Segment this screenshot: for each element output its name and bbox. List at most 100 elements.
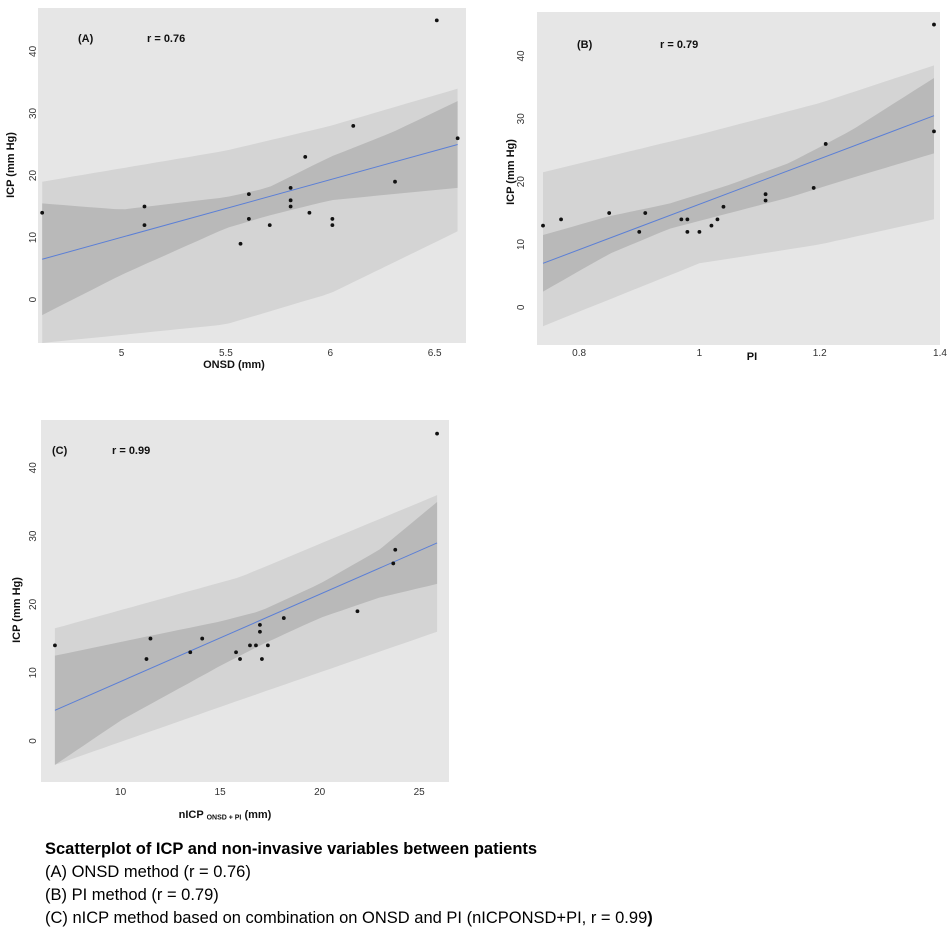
panel-b-y-axis-label: ICP (mm Hg) bbox=[505, 139, 517, 205]
panel-b-data-point bbox=[932, 22, 936, 27]
panel-c-y-axis-label: ICP (mm Hg) bbox=[11, 577, 23, 643]
panel-c-panel-label: (C) bbox=[52, 445, 68, 457]
panel-b-data-point bbox=[823, 142, 828, 146]
panel-c-x-tick-label: 20 bbox=[314, 787, 326, 798]
panel-c-data-point bbox=[260, 657, 264, 661]
panel-b-data-point bbox=[715, 217, 720, 222]
panel-b-regression-line bbox=[542, 115, 935, 264]
panel-c-data-point bbox=[53, 643, 57, 648]
panel-c-data-point bbox=[393, 547, 398, 552]
panel-c-x-tick-label: 15 bbox=[215, 787, 227, 798]
figure-caption: Scatterplot of ICP and non-invasive vari… bbox=[45, 838, 925, 930]
panel-a-y-tick-label: 40 bbox=[28, 45, 39, 57]
panel-b-y-tick-label: 10 bbox=[516, 238, 527, 250]
panel-b-plot-layer bbox=[542, 65, 935, 327]
panel-c-y-tick-label: 20 bbox=[28, 598, 39, 610]
panel-b-y-tick-label: 30 bbox=[516, 113, 527, 125]
panel-a-data-point bbox=[267, 223, 272, 228]
panel-b-data-point bbox=[709, 223, 714, 228]
panel-a-data-point bbox=[142, 223, 147, 228]
panel-b-data-point bbox=[685, 217, 690, 222]
panel-c-data-point bbox=[144, 657, 149, 661]
panel-a-data-point bbox=[288, 198, 293, 203]
panel-a-x-tick-label: 5 bbox=[119, 348, 125, 359]
panel-a-data-point bbox=[142, 204, 147, 209]
panel-a-y-tick-label: 0 bbox=[28, 296, 39, 302]
panel-a-data-point bbox=[351, 123, 356, 128]
panel-a-x-tick-label: 6.5 bbox=[428, 348, 442, 359]
panel-b-x-axis-label: PI bbox=[747, 351, 757, 363]
panel-a-data-point bbox=[246, 217, 251, 221]
panel-a-data-point bbox=[238, 241, 243, 246]
panel-a-data-point bbox=[288, 204, 293, 209]
panel-b-correlation-label: r = 0.79 bbox=[660, 39, 698, 51]
panel-a-x-axis-label: ONSD (mm) bbox=[203, 359, 265, 371]
panel-c-confidence-band bbox=[54, 502, 438, 765]
panel-c-correlation-label: r = 0.99 bbox=[112, 445, 150, 457]
panel-c-data-point bbox=[254, 643, 258, 648]
panel-c-y-tick-label: 0 bbox=[28, 738, 39, 744]
panel-b-data-point bbox=[932, 129, 936, 134]
panel-a-data-point bbox=[330, 217, 335, 221]
panel-c-x-tick-label: 10 bbox=[115, 787, 127, 798]
panel-c-data-point bbox=[258, 629, 262, 634]
panel-c-y-tick-label: 10 bbox=[28, 667, 39, 679]
scatter-chart-c: 0 10 20 30 40 10 15 20 25 ICP (mm Hg) nICP ONSD + … bbox=[11, 420, 449, 822]
panel-c-data-point bbox=[234, 650, 238, 655]
panel-b-data-point bbox=[763, 192, 768, 197]
panel-c-data-point bbox=[265, 643, 270, 648]
panel-a-x-tick-label: 6 bbox=[328, 348, 334, 359]
panel-c-data-point bbox=[248, 643, 252, 648]
panel-b-data-point bbox=[697, 230, 702, 234]
panel-a-data-point bbox=[288, 186, 293, 190]
caption-title: Scatterplot of ICP and non-invasive vari… bbox=[45, 840, 538, 858]
panel-a-correlation-label: r = 0.76 bbox=[147, 33, 185, 45]
panel-c-data-point bbox=[188, 650, 193, 655]
panel-a-y-tick-label: 30 bbox=[28, 107, 39, 119]
panel-a-plot-layer bbox=[42, 88, 458, 343]
panel-b-data-point bbox=[607, 211, 612, 215]
panel-b-data-point bbox=[763, 198, 768, 203]
panel-b-x-tick-label: 1.2 bbox=[813, 348, 827, 359]
caption-line-a: (A) ONSD method (r = 0.76) bbox=[45, 863, 251, 881]
panel-c-data-point bbox=[355, 609, 360, 614]
panel-b-data-point bbox=[541, 223, 545, 228]
panel-b-data-point bbox=[811, 186, 816, 190]
panel-b-x-tick-label: 0.8 bbox=[572, 348, 586, 359]
panel-b-data-point bbox=[643, 211, 648, 215]
panel-a-confidence-band bbox=[42, 101, 458, 316]
panel-a-data-point bbox=[40, 210, 45, 215]
panel-a-y-axis-label: ICP (mm Hg) bbox=[5, 132, 17, 198]
panel-b-confidence-band bbox=[543, 78, 934, 292]
panel-c-regression-line bbox=[54, 542, 438, 711]
panel-c-data-point bbox=[238, 657, 242, 661]
panel-a-data-point bbox=[330, 223, 335, 228]
panel-a-data-point bbox=[307, 210, 312, 215]
panel-b-x-tick-label: 1 bbox=[697, 348, 703, 359]
panel-b-data-point bbox=[685, 230, 690, 234]
scatter-chart-a: 0 10 20 30 40 5 5.5 6 6.5 ICP (mm Hg) ONSD (mm) (A)… bbox=[5, 8, 466, 371]
scatter-chart-b: 0 10 20 30 40 0.8 1 1.2 1.4 ICP (mm Hg) PI (B) r = 0… bbox=[505, 12, 947, 363]
panel-b-data-point bbox=[637, 230, 642, 234]
panel-c-x-axis-label: nICP ONSD + PI (mm) bbox=[179, 809, 272, 822]
caption-line-c-text: (C) nICP method based on combination on … bbox=[45, 909, 648, 927]
panel-c-data-point bbox=[435, 431, 439, 436]
panel-c-data-point bbox=[391, 561, 396, 566]
panel-c-y-tick-label: 30 bbox=[28, 530, 39, 542]
panel-a-regression-line bbox=[42, 143, 458, 260]
panel-b-x-tick-label: 1.4 bbox=[933, 348, 947, 359]
panel-a-y-tick-label: 10 bbox=[28, 232, 39, 244]
panel-a-y-tick-label: 20 bbox=[28, 170, 39, 182]
panel-c-plot-layer bbox=[54, 495, 438, 765]
panel-a-x-tick-label: 5.5 bbox=[219, 348, 233, 359]
panel-a-data-point bbox=[393, 179, 397, 184]
panel-c-x-tick-label: 25 bbox=[414, 787, 426, 798]
panel-b-y-tick-label: 40 bbox=[516, 50, 527, 62]
panel-a-panel-label: (A) bbox=[78, 33, 94, 45]
panel-a-data-point bbox=[455, 136, 460, 141]
panel-c-data-point bbox=[200, 636, 205, 641]
panel-c-data-point bbox=[258, 623, 262, 627]
panel-c-data-point bbox=[281, 616, 286, 620]
caption-line-c: (C) nICP method based on combination on … bbox=[45, 907, 925, 930]
panel-b-data-point bbox=[559, 217, 563, 222]
